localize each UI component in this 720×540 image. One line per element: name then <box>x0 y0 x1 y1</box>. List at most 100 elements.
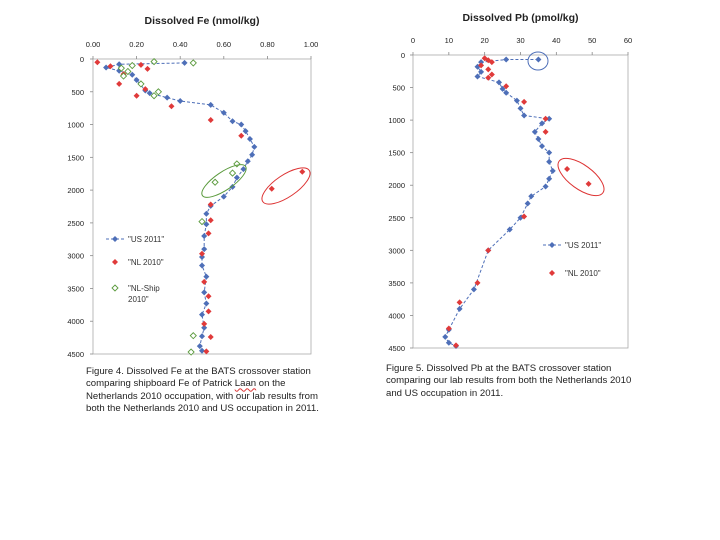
pb-series-nl-2010-point <box>521 213 528 220</box>
fe-highlight-ellipse <box>261 167 311 205</box>
fe-series-nl-ship-2010-point <box>119 72 128 80</box>
fe-series-nl-ship-2010-legend-marker <box>111 284 119 292</box>
pb-series-nl-2010-point <box>488 59 495 66</box>
pb-series-nl-2010-point <box>585 180 592 187</box>
pb-y-tick-label: 0 <box>401 51 405 60</box>
fe-y-tick-label: 2500 <box>67 219 84 228</box>
pb-series-us-2011-point <box>496 79 502 86</box>
fe-series-us-2011-point <box>220 193 227 200</box>
fe-x-tick-label: 0.00 <box>86 40 101 49</box>
fe-series-nl-ship-2010-point <box>150 57 158 66</box>
pb-series-us-2011-point <box>442 333 449 340</box>
pb-y-tick-label: 3000 <box>388 246 405 255</box>
fe-series-nl-ship-2010-point <box>187 348 195 356</box>
fe-x-tick-label: 0.40 <box>173 40 188 49</box>
fe-series-nl-2010-point <box>268 185 275 192</box>
fe-series-nl-2010-point <box>207 116 214 123</box>
fe-series-us-2011-point <box>201 233 208 239</box>
figure-4-caption-part1: Figure 4. Dissolved Fe at the BATS cross… <box>86 366 311 390</box>
pb-series-us-2011-point <box>478 68 485 75</box>
pb-series-nl-2010-point <box>542 128 549 135</box>
fe-series-nl-ship-2010-point <box>189 332 197 340</box>
fe-series-us-2011-legend-label: "US 2011" <box>128 235 164 244</box>
pb-chart-title: Dissolved Pb (pmol/kg) <box>462 12 578 24</box>
pb-series-nl-2010-point <box>445 325 452 332</box>
fe-series-nl-2010-point <box>299 168 306 175</box>
fe-series-us-2011-point <box>229 118 236 125</box>
pb-series-us-2011-legend-entry: "US 2011" <box>543 241 601 250</box>
fe-x-tick-label: 0.60 <box>216 40 231 49</box>
fe-series-us-2011-point <box>201 289 208 296</box>
pb-y-tick-label: 500 <box>392 84 405 93</box>
pb-series-nl-2010-legend-label: "NL 2010" <box>565 269 601 278</box>
fe-series-us-2011-point <box>246 135 253 142</box>
figure-4-caption-laan: Laan <box>234 378 257 390</box>
pb-x-tick-label: 40 <box>552 36 560 45</box>
dissolved-fe-chart: Dissolved Fe (nmol/kg) 0.00 0.20 0.40 0.60 0.… <box>67 15 318 359</box>
fe-series-nl-2010-point <box>199 250 205 257</box>
fe-series-nl-2010-legend-marker <box>112 259 118 265</box>
pb-series-us-2011-point <box>539 143 545 150</box>
pb-series-nl-2010-point <box>542 115 549 122</box>
pb-series-us-2011-point <box>531 128 538 135</box>
fe-series-nl-2010-point <box>94 59 101 66</box>
fe-y-tick-label: 1000 <box>67 121 84 130</box>
pb-y-tick-label: 4000 <box>388 311 405 320</box>
fe-series-us-2011-point <box>201 246 208 253</box>
pb-series-us-2011-point <box>546 158 553 165</box>
fe-series-nl-2010-point <box>107 63 114 70</box>
fe-series-us-2011-point <box>133 76 140 83</box>
pb-series-nl-2010-legend-marker <box>549 270 555 276</box>
fe-x-tick-label: 0.80 <box>260 40 275 49</box>
pb-highlight-ellipse <box>527 51 549 71</box>
pb-series-us-2011-point <box>470 286 477 293</box>
fe-series-us-2011-point <box>233 174 240 181</box>
fe-series-us-2011-point <box>244 158 251 165</box>
fe-series-us-2011-point <box>129 71 136 78</box>
fe-y-tick-label: 3000 <box>67 252 84 261</box>
fe-y-tick-label: 3500 <box>67 284 84 293</box>
fe-series-nl-ship-2010-point <box>228 169 237 177</box>
pb-series-us-2011-point <box>513 97 520 104</box>
pb-series-us-2011-point <box>503 89 510 96</box>
pb-series-us-2011-point <box>456 305 463 312</box>
fe-series-nl-ship-2010-point <box>198 217 206 226</box>
figure-5-caption: Figure 5. Dissolved Pb at the BATS cross… <box>386 363 632 399</box>
pb-series-us-2011-point <box>528 193 535 200</box>
pb-series-nl-2010-point <box>456 299 463 306</box>
pb-highlight-ellipse <box>557 157 605 197</box>
pb-series-nl-2010-point <box>488 71 495 78</box>
pb-series-us-2011-point <box>521 112 528 119</box>
pb-series-us-2011-point <box>542 183 549 190</box>
fe-y-tick-label: 4500 <box>67 350 84 359</box>
fe-highlight-ellipse <box>201 164 247 198</box>
fe-y-tick-label: 4000 <box>67 317 84 326</box>
pb-series-us-2011-point <box>546 115 553 122</box>
fe-series-nl-2010-legend-entry: "NL 2010" <box>112 258 164 267</box>
pb-series-us-2011-point <box>535 135 542 142</box>
fe-series-us-2011-legend-entry: "US 2011" <box>106 235 164 244</box>
pb-series-us-2011-point <box>524 200 531 207</box>
pb-series-us-2011-point <box>503 56 510 63</box>
fe-series-nl-ship-2010-point <box>124 67 132 76</box>
fe-series-nl-ship-2010-point <box>137 80 145 88</box>
fe-series-nl-2010-point <box>137 61 144 68</box>
fe-series-nl-ship-2010-point <box>128 61 136 70</box>
pb-series-nl-2010-point <box>474 279 481 286</box>
pb-x-tick-label: 0 <box>411 36 415 45</box>
fe-y-tick-label: 0 <box>80 55 84 64</box>
fe-x-tick-label: 1.00 <box>304 40 319 49</box>
pb-series-nl-2010-point <box>485 66 492 73</box>
fe-series-us-2011-point <box>103 64 110 71</box>
fe-series-us-2011-line <box>105 62 255 351</box>
fe-series-nl-2010-point <box>207 217 214 224</box>
pb-y-tick-label: 1500 <box>388 149 405 158</box>
pb-series-us-2011-point <box>549 167 556 174</box>
pb-series-nl-2010-point <box>521 98 528 105</box>
pb-series-us-2011-point <box>478 59 485 66</box>
pb-series-nl-2010-point <box>564 165 571 172</box>
fe-series-nl-2010-point <box>201 320 208 327</box>
fe-series-nl-2010-point <box>203 348 210 355</box>
fe-series-us-2011-point <box>203 300 210 307</box>
